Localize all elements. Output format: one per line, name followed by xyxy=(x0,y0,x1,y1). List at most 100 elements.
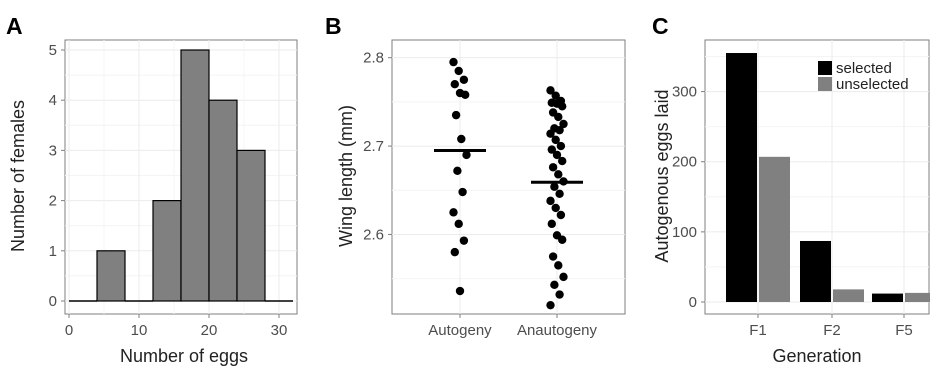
data-point-autogeny xyxy=(451,110,461,120)
data-point-autogeny xyxy=(454,219,463,229)
data-point-anautogeny xyxy=(547,145,556,154)
panel-a-y-ticks: 0 1 2 3 4 5 xyxy=(49,42,65,310)
data-point-autogeny xyxy=(453,166,462,176)
histogram-bar xyxy=(152,200,182,302)
panel-b-letter: B xyxy=(325,13,342,39)
panel-c-bars xyxy=(726,53,930,302)
data-point-autogeny xyxy=(450,79,459,89)
data-point-anautogeny xyxy=(550,182,559,191)
panel-c-y-ticks: 0 100 200 300 xyxy=(672,84,705,311)
y-tick-label: 0 xyxy=(49,293,57,310)
y-tick-label: 2 xyxy=(49,193,57,210)
data-point-anautogeny xyxy=(551,91,560,100)
y-tick-label: 0 xyxy=(689,294,697,311)
data-point-anautogeny xyxy=(558,102,567,111)
data-point-anautogeny xyxy=(551,135,560,145)
data-point-anautogeny xyxy=(554,170,563,179)
data-point-anautogeny xyxy=(559,272,568,282)
y-tick-label: 200 xyxy=(672,154,697,171)
x-tick-label: F2 xyxy=(823,322,841,339)
bar-unselected xyxy=(905,292,930,302)
data-point-anautogeny xyxy=(552,150,562,160)
data-point-autogeny xyxy=(450,247,459,257)
bar-selected xyxy=(872,293,903,302)
data-point-anautogeny xyxy=(546,196,555,206)
data-point-autogeny xyxy=(455,286,465,296)
panel-b-x-ticks: Autogeny Anautogeny xyxy=(428,314,598,339)
panel-a-y-axis-title: Number of females xyxy=(8,100,28,252)
data-point-autogeny xyxy=(462,150,471,160)
data-point-anautogeny xyxy=(555,290,564,299)
panel-c-y-axis-title: Autogenous eggs laid xyxy=(652,89,672,262)
histogram-bar xyxy=(236,149,266,302)
x-tick-label: Anautogeny xyxy=(517,322,598,339)
x-tick-label: Autogeny xyxy=(428,322,492,339)
data-point-autogeny xyxy=(459,75,469,84)
data-point-anautogeny xyxy=(556,141,566,151)
y-tick-label: 2.8 xyxy=(363,50,384,67)
histogram-bar xyxy=(96,250,126,302)
data-point-autogeny xyxy=(449,208,458,217)
data-point-anautogeny xyxy=(548,163,558,172)
data-point-autogeny xyxy=(457,134,466,144)
panel-b-y-ticks: 2.6 2.7 2.8 xyxy=(363,50,392,243)
y-tick-label: 2.6 xyxy=(363,226,384,243)
y-tick-label: 100 xyxy=(672,224,697,241)
data-point-autogeny xyxy=(459,236,469,245)
data-point-anautogeny xyxy=(559,119,568,129)
panel-a-bars xyxy=(69,49,293,302)
legend-label-selected: selected xyxy=(836,60,892,77)
data-point-autogeny xyxy=(461,90,470,100)
x-tick-label: 10 xyxy=(131,322,148,339)
histogram-bar xyxy=(180,49,210,302)
data-point-anautogeny xyxy=(550,280,559,290)
panel-a-histogram: A 0 1 2 3 4 5 0 10 20 30 Number of eggs Number o… xyxy=(6,13,298,366)
panel-c-x-axis-title: Generation xyxy=(772,346,861,366)
panel-a-letter: A xyxy=(6,13,23,39)
bar-unselected xyxy=(833,289,864,302)
x-tick-label: F1 xyxy=(749,322,767,339)
data-point-anautogeny xyxy=(547,219,556,229)
y-tick-label: 4 xyxy=(49,92,57,109)
y-tick-label: 3 xyxy=(49,142,57,159)
data-point-anautogeny xyxy=(546,86,555,95)
panel-a-x-axis-title: Number of eggs xyxy=(120,346,248,366)
y-tick-label: 300 xyxy=(672,84,697,101)
data-point-anautogeny xyxy=(555,189,564,198)
data-point-anautogeny xyxy=(556,210,566,220)
data-point-anautogeny xyxy=(558,235,567,244)
bar-selected xyxy=(800,240,831,302)
panel-a-x-ticks: 0 10 20 30 xyxy=(65,314,288,339)
histogram-bar xyxy=(208,99,238,302)
bar-unselected xyxy=(759,156,790,302)
data-point-autogeny xyxy=(449,57,458,67)
legend-swatch-unselected xyxy=(818,77,832,91)
data-point-autogeny xyxy=(454,66,463,76)
data-point-anautogeny xyxy=(554,261,563,270)
bar-selected xyxy=(726,53,757,302)
y-tick-label: 5 xyxy=(49,42,57,59)
legend-swatch-selected xyxy=(818,61,832,75)
panel-b-mean-lines xyxy=(434,148,583,184)
x-tick-label: 30 xyxy=(271,322,288,339)
data-point-anautogeny xyxy=(554,112,563,122)
legend-label-unselected: unselected xyxy=(836,76,909,93)
x-tick-label: 20 xyxy=(201,322,218,339)
data-point-anautogeny xyxy=(558,156,567,166)
data-point-anautogeny xyxy=(551,203,560,213)
panel-b-plot-area xyxy=(391,39,626,315)
data-point-anautogeny xyxy=(548,252,558,261)
panel-b-y-axis-title: Wing length (mm) xyxy=(336,105,356,247)
data-point-anautogeny xyxy=(555,125,564,135)
panel-c-x-ticks: F1 F2 F5 xyxy=(749,314,913,339)
data-point-anautogeny xyxy=(546,129,555,138)
panel-b-points xyxy=(449,57,568,310)
x-tick-label: 0 xyxy=(65,322,73,339)
panel-c-letter: C xyxy=(652,13,669,39)
y-tick-label: 1 xyxy=(49,243,57,260)
data-point-anautogeny xyxy=(546,300,555,310)
data-point-anautogeny xyxy=(559,177,568,186)
